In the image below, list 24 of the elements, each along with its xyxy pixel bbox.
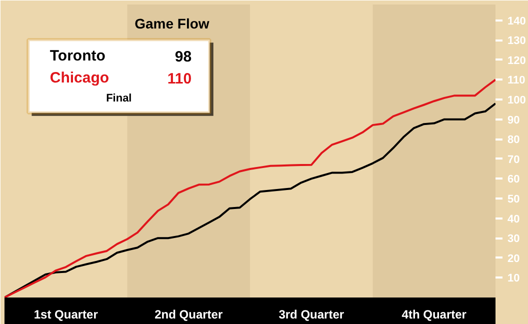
text: Chicago: [50, 69, 110, 86]
annotation: Final: [106, 92, 132, 104]
x-tick-label: 4th Quarter: [402, 308, 467, 322]
annotation: 110: [167, 70, 192, 88]
y-tick-label: 60: [508, 174, 520, 186]
x-tick-label: 3rd Quarter: [278, 308, 344, 322]
y-tick-label: 20: [508, 252, 520, 265]
y-tick-label: 30: [508, 233, 520, 246]
y-tick-label: 40: [508, 213, 520, 226]
y-tick-label: 130: [508, 35, 526, 48]
y-tick-label: 70: [508, 154, 520, 166]
text: Toronto: [50, 47, 106, 64]
x-tick-label: 2nd Quarter: [154, 308, 223, 322]
y-tick-label: 110: [508, 74, 526, 87]
y-tick-label: 80: [508, 134, 520, 146]
y-tick-label: 90: [508, 114, 520, 126]
y-tick-label: 120: [508, 54, 526, 67]
x-tick-label: 1st Quarter: [34, 308, 98, 322]
text: Game Flow: [134, 16, 210, 32]
y-tick-label: 10: [508, 272, 520, 285]
y-tick-label: 100: [508, 94, 526, 107]
y-tick-label: 50: [508, 194, 520, 206]
y-tick-label: 140: [508, 15, 526, 28]
annotation: 98: [174, 48, 192, 66]
